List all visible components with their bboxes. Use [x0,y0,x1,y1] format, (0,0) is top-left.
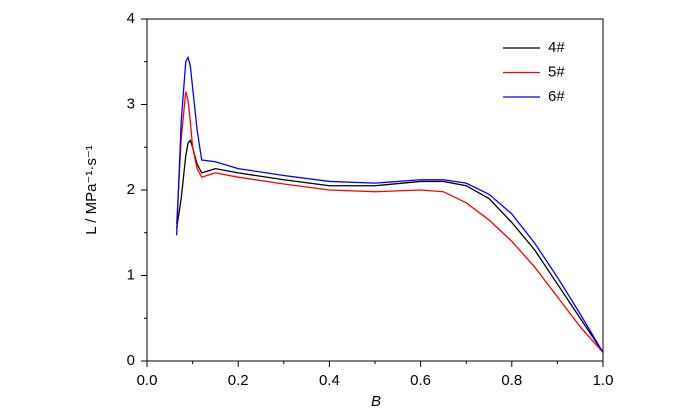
plot-frame [146,18,604,362]
y-tick-label: 0 [127,352,135,369]
x-tick-label: 0.8 [501,372,522,389]
legend-label: 6# [548,88,565,105]
x-tick-label: 0.4 [319,372,340,389]
x-axis-label: B [371,393,381,410]
y-tick-label: 2 [127,181,135,198]
x-tick-label: 1.0 [593,372,614,389]
legend-label: 4# [548,39,565,56]
x-tick-label: 0.6 [410,372,431,389]
x-tick-label: 0.2 [228,372,249,389]
y-tick-label: 4 [127,10,135,27]
legend-label: 5# [548,63,565,80]
data-line [175,55,604,353]
y-tick-label: 3 [127,95,135,112]
x-tick-label: 0.0 [137,372,158,389]
data-line [175,139,604,353]
y-tick-label: 1 [127,266,135,283]
data-line [175,91,604,353]
y-axis-label: L / MPa⁻¹·s⁻¹ [83,145,100,234]
